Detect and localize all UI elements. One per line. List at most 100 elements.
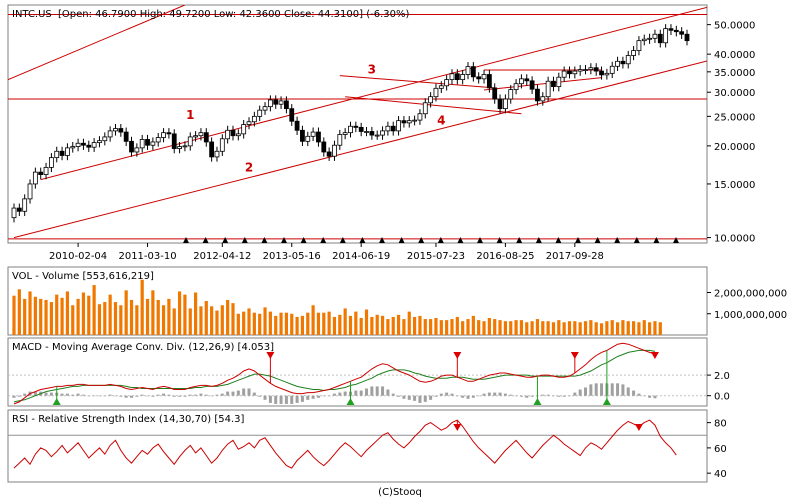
rsi-panel-frame bbox=[7, 409, 708, 483]
macd-histogram-bar bbox=[81, 394, 85, 396]
macd-y-tick-label: 2.0 bbox=[714, 371, 730, 382]
volume-bar bbox=[258, 313, 262, 335]
volume-bar bbox=[252, 312, 256, 335]
volume-bar bbox=[188, 308, 192, 335]
candle-body bbox=[326, 151, 332, 157]
candle-body bbox=[406, 120, 412, 124]
macd-histogram-bar bbox=[354, 390, 358, 396]
volume-bar bbox=[140, 279, 144, 335]
volume-bar bbox=[562, 322, 566, 335]
candle-body bbox=[155, 137, 161, 143]
candle-body bbox=[38, 171, 44, 175]
volume-bar bbox=[87, 295, 91, 335]
candle-body bbox=[123, 131, 129, 142]
macd-histogram-bar bbox=[316, 395, 320, 398]
price-x-tick-label: 2014-06-19 bbox=[332, 251, 390, 262]
candle-body bbox=[11, 207, 17, 219]
price-x-tick-label: 2011-03-10 bbox=[118, 251, 176, 262]
volume-bar bbox=[215, 310, 219, 335]
candle-body bbox=[369, 131, 375, 136]
candle-body bbox=[54, 150, 60, 159]
volume-bar bbox=[519, 320, 524, 335]
candle-body bbox=[625, 55, 631, 65]
macd-histogram-bar bbox=[199, 393, 203, 396]
period-marker bbox=[300, 237, 307, 243]
volume-bar bbox=[263, 307, 267, 335]
candle-body bbox=[545, 80, 551, 98]
volume-bar bbox=[167, 298, 171, 335]
macd-histogram-bar bbox=[477, 395, 481, 397]
candle-body bbox=[129, 140, 134, 153]
macd-histogram-bar bbox=[455, 395, 459, 397]
volume-bar bbox=[530, 321, 534, 335]
volume-bar bbox=[525, 322, 529, 335]
period-marker bbox=[379, 237, 385, 243]
volume-bar bbox=[429, 319, 433, 335]
price-panel: 10.0000 15.0000 20.0000 25.0000 30.0000 35.00… bbox=[7, 4, 755, 262]
candle-body bbox=[182, 145, 188, 148]
volume-bar bbox=[172, 308, 176, 335]
macd-histogram-bar bbox=[162, 393, 166, 396]
volume-bar bbox=[503, 321, 507, 335]
price-y-tick-label: 25.0000 bbox=[714, 112, 755, 123]
volume-bar bbox=[60, 297, 64, 335]
macd-histogram-bar bbox=[509, 394, 513, 396]
volume-bar bbox=[642, 320, 646, 335]
candle-body bbox=[262, 106, 268, 111]
volume-bar bbox=[658, 322, 662, 335]
macd-histogram-bar bbox=[584, 387, 588, 396]
candle-body bbox=[187, 136, 193, 147]
candle-body bbox=[486, 74, 492, 89]
macd-histogram-bar bbox=[183, 395, 187, 397]
period-marker bbox=[437, 237, 444, 243]
candle-body bbox=[230, 129, 236, 137]
credit-label: (C)Stooq bbox=[378, 487, 422, 498]
macd-histogram-bar bbox=[146, 395, 150, 397]
macd-histogram-bar bbox=[92, 395, 96, 397]
trendlines bbox=[8, 5, 707, 240]
macd-histogram-bar bbox=[461, 395, 465, 398]
macd-histogram-bar bbox=[423, 395, 427, 402]
rsi-line bbox=[13, 419, 677, 469]
volume-bar bbox=[626, 321, 630, 335]
macd-histogram-bar bbox=[503, 393, 507, 396]
candle-body bbox=[540, 96, 546, 102]
volume-bar bbox=[605, 321, 609, 335]
macd-histogram-bar bbox=[97, 395, 101, 397]
volume-bar bbox=[306, 312, 310, 335]
macd-histogram-bar bbox=[306, 395, 310, 400]
rsi-sell-marker bbox=[634, 424, 643, 431]
candle-body bbox=[668, 28, 674, 31]
macd-histogram-bar bbox=[60, 393, 64, 396]
candle-body bbox=[390, 125, 396, 132]
macd-histogram-bar bbox=[653, 395, 657, 399]
macd-histogram-bar bbox=[130, 395, 134, 398]
macd-histogram-bar bbox=[471, 395, 475, 398]
macd-sell-marker bbox=[453, 352, 462, 359]
volume-bar bbox=[599, 323, 604, 335]
macd-sell-marker bbox=[570, 352, 579, 359]
candle-body bbox=[198, 132, 204, 137]
volume-bar bbox=[97, 304, 102, 335]
macd-histogram-bar bbox=[386, 389, 390, 396]
candle-body bbox=[647, 37, 653, 40]
macd-histogram-bar bbox=[621, 384, 625, 396]
candle-body bbox=[572, 70, 578, 75]
macd-y-tick-label: 0.0 bbox=[714, 392, 730, 403]
volume-bar bbox=[119, 305, 123, 335]
macd-histogram-bar bbox=[44, 392, 48, 396]
candle-body bbox=[631, 50, 636, 56]
volume-bar bbox=[338, 314, 342, 335]
candle-body bbox=[476, 76, 482, 80]
volume-bar bbox=[445, 320, 449, 335]
price-y-tick-label: 35.0000 bbox=[714, 68, 755, 79]
period-marker bbox=[653, 237, 660, 243]
annotation-label: 4 bbox=[437, 114, 445, 128]
candle-body bbox=[422, 102, 428, 115]
volume-bar bbox=[482, 321, 486, 335]
volume-bar bbox=[17, 289, 21, 335]
volume-bar bbox=[220, 305, 224, 335]
rsi-title: RSI - Relative Strength Index (14,30,70)… bbox=[12, 414, 245, 425]
period-marker bbox=[477, 237, 483, 243]
volume-bar bbox=[370, 316, 374, 335]
